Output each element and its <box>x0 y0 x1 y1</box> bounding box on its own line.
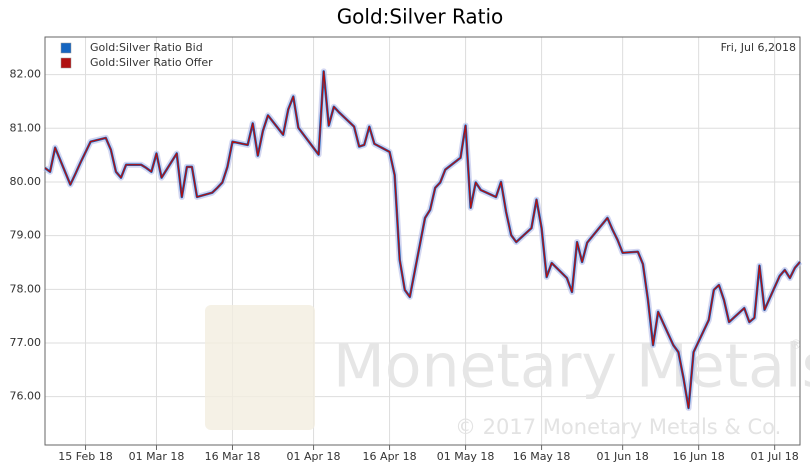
series-line <box>44 70 801 409</box>
y-tick-label: 78.00 <box>10 282 42 295</box>
legend-label: Gold:Silver Ratio Offer <box>90 56 213 69</box>
x-tick-label: 01 Mar 18 <box>129 450 185 463</box>
watermark: Monetary Metals ® © 2017 Monetary Metals… <box>205 305 810 439</box>
y-tick-label: 76.00 <box>10 390 42 403</box>
chart-title: Gold:Silver Ratio <box>337 5 504 29</box>
x-tick-label: 01 May 18 <box>437 450 495 463</box>
legend-swatch <box>60 42 72 54</box>
y-tick-label: 77.00 <box>10 336 42 349</box>
x-tick-label: 16 Jun 18 <box>673 450 725 463</box>
x-tick-label: 01 Jul 18 <box>751 450 799 463</box>
watermark-logo <box>205 305 315 430</box>
copyright: © 2017 Monetary Metals & Co. <box>455 415 781 439</box>
x-tick-label: 16 May 18 <box>513 450 571 463</box>
watermark-mark: ® <box>790 338 802 352</box>
y-tick-label: 80.00 <box>10 175 42 188</box>
watermark-text: Monetary Metals <box>333 332 810 402</box>
legend-swatch <box>60 57 72 69</box>
x-tick-label: 15 Feb 18 <box>58 450 112 463</box>
x-tick-label: 16 Mar 18 <box>205 450 261 463</box>
date-annotation: Fri, Jul 6,2018 <box>721 41 796 54</box>
legend-label: Gold:Silver Ratio Bid <box>90 41 203 54</box>
y-tick-label: 79.00 <box>10 229 42 242</box>
y-tick-label: 81.00 <box>10 121 42 134</box>
x-tick-label: 01 Apr 18 <box>287 450 341 463</box>
plot-frame <box>44 36 801 446</box>
x-tick-label: 01 Jun 18 <box>597 450 649 463</box>
x-tick-label: 16 Apr 18 <box>363 450 417 463</box>
y-tick-label: 82.00 <box>10 68 42 81</box>
